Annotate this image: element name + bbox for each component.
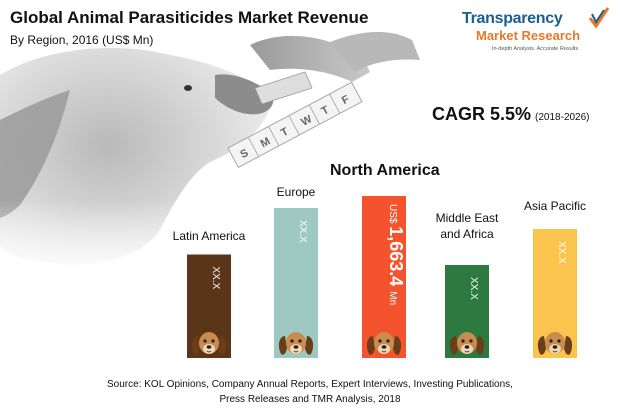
dog-face-icon [449, 332, 485, 355]
logo-text-line1: Transparency [462, 10, 563, 27]
dog-face-icon [278, 332, 314, 355]
category-label: Latin America [172, 229, 246, 243]
pill-box-letter: F [340, 93, 352, 107]
category-label: Asia Pacific [523, 199, 587, 213]
dog-face-icon [537, 332, 573, 355]
cagr-period: (2018-2026) [535, 112, 590, 123]
dog-face-icon [191, 332, 227, 355]
bar-value-label: XX.X [468, 277, 479, 300]
logo-tagline: In-depth Analysis. Accurate Results [492, 46, 579, 52]
bar [362, 196, 406, 358]
bar-value-label: XX.X [210, 267, 221, 290]
source-note: Source: KOL Opinions, Company Annual Rep… [0, 377, 620, 407]
highlight-region-label: North America [330, 162, 440, 179]
chart-title: Global Animal Parasiticides Market Reven… [10, 8, 369, 27]
pill-box-letter: T [320, 104, 332, 118]
dog-face-icon [366, 332, 402, 355]
bar-value-label: XX.X [297, 220, 308, 243]
source-line-2: Press Releases and TMR Analysis, 2018 [219, 394, 401, 405]
source-line-1: Source: KOL Opinions, Company Annual Rep… [107, 379, 513, 390]
bar-value-label: US$ 1,663.4 Mn [386, 204, 406, 305]
company-logo: Transparency Market Research In-depth An… [462, 6, 612, 66]
cagr-callout: CAGR 5.5% (2018-2026) [432, 104, 590, 125]
logo-check-icon [588, 7, 610, 29]
category-label: Middle East and Africa [435, 211, 499, 241]
cagr-value: CAGR 5.5% [432, 104, 532, 124]
bar-value-label: XX.X [556, 241, 567, 264]
category-label: Europe [276, 185, 316, 199]
pill-box-letter: T [279, 126, 291, 140]
logo-text-line2: Market Research [476, 28, 581, 43]
chart-subtitle: By Region, 2016 (US$ Mn) [10, 33, 154, 47]
